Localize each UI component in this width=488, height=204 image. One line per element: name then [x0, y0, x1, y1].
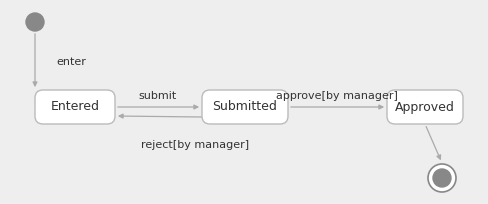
FancyBboxPatch shape: [202, 90, 287, 124]
Text: enter: enter: [56, 57, 86, 67]
Text: reject[by manager]: reject[by manager]: [141, 140, 248, 150]
Text: approve[by manager]: approve[by manager]: [276, 91, 397, 101]
FancyBboxPatch shape: [35, 90, 115, 124]
Text: Approved: Approved: [394, 101, 454, 113]
Text: Entered: Entered: [50, 101, 99, 113]
Text: submit: submit: [139, 91, 177, 101]
Circle shape: [26, 13, 44, 31]
Circle shape: [432, 169, 450, 187]
Text: Submitted: Submitted: [212, 101, 277, 113]
FancyBboxPatch shape: [386, 90, 462, 124]
Circle shape: [427, 164, 455, 192]
